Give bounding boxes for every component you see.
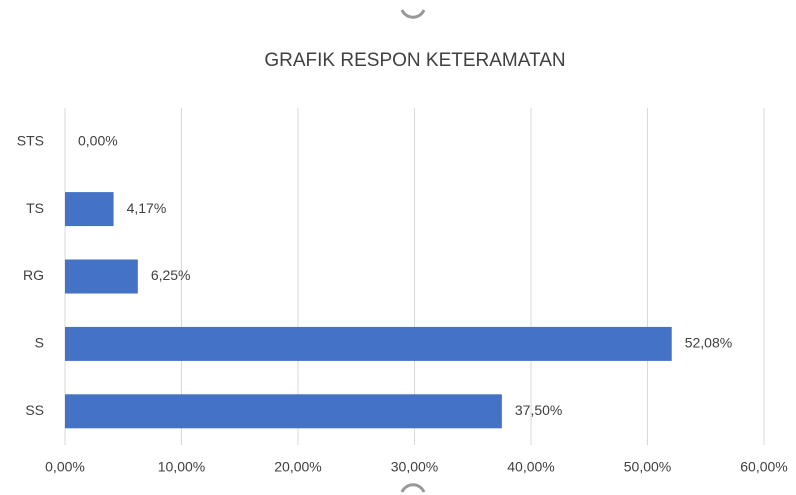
- x-tick-label: 60,00%: [740, 459, 787, 475]
- x-tick-label: 30,00%: [391, 459, 438, 475]
- value-label: 4,17%: [127, 200, 167, 216]
- x-tick-label: 50,00%: [624, 459, 671, 475]
- chart-title: GRAFIK RESPON KETERAMATAN: [264, 50, 565, 71]
- value-label: 6,25%: [151, 267, 191, 283]
- value-label: 37,50%: [515, 402, 562, 418]
- y-tick-label: RG: [23, 267, 44, 283]
- x-tick-label: 10,00%: [158, 459, 205, 475]
- y-tick-label: STS: [17, 132, 44, 148]
- y-tick-label: TS: [26, 200, 44, 216]
- decor-handle: [400, 9, 426, 19]
- y-tick-label: SS: [25, 402, 44, 418]
- x-tick-label: 0,00%: [45, 459, 85, 475]
- x-tick-label: 20,00%: [274, 459, 321, 475]
- value-label: 52,08%: [685, 335, 732, 351]
- x-tick-label: 40,00%: [507, 459, 554, 475]
- y-tick-label: S: [35, 335, 44, 351]
- bar: [65, 394, 502, 429]
- bar: [65, 326, 672, 361]
- value-label: 0,00%: [78, 132, 118, 148]
- decor-handle: [400, 483, 426, 493]
- bar: [65, 192, 114, 227]
- bar: [65, 259, 138, 294]
